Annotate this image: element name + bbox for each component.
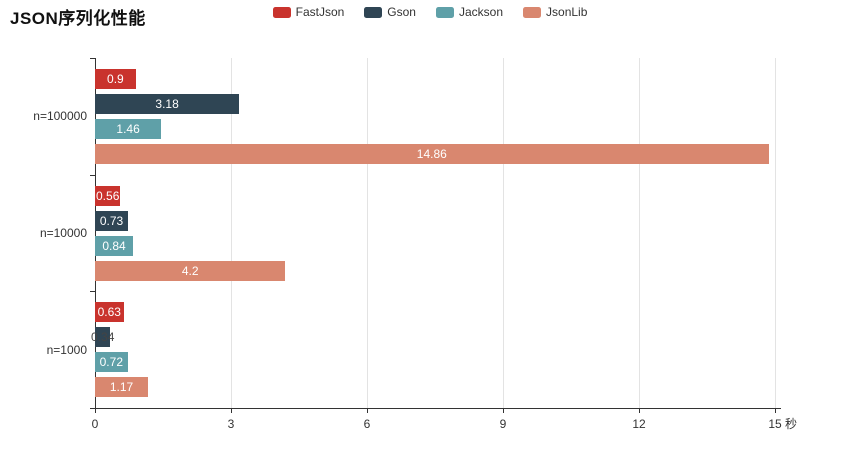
x-tick-label: 15 [768,417,782,431]
x-tick-label: 12 [632,417,646,431]
y-axis-tick [90,174,95,176]
bar-value-label: 0.72 [99,355,123,370]
bar-value-label: 0.84 [102,238,126,253]
bar-jackson [95,352,128,373]
legend-marker-fastjson [272,6,291,18]
legend-item-jackson[interactable]: Jackson [435,5,504,19]
legend: FastJson Gson Jackson JsonLib [0,5,860,19]
legend-item-jsonlib[interactable]: JsonLib [523,5,587,19]
gridline [231,58,232,408]
legend-label: Gson [387,5,416,19]
gridline [639,58,640,408]
bar-fastjson [95,68,136,89]
category-label: n=10000 [39,226,87,240]
legend-marker-jackson [435,6,454,18]
x-axis-tick [775,408,776,413]
gridline [367,58,368,408]
x-tick-label: 9 [499,417,507,431]
chart-title: JSON序列化性能 [10,9,146,28]
bar-value-label: 3.18 [155,96,179,111]
x-axis-tick [95,408,96,413]
bar-jackson [95,235,134,256]
bar-value-label: 0.63 [97,305,121,320]
x-axis-tick [639,408,640,413]
bar-value-label: 1.46 [116,121,140,136]
category-label: n=100000 [33,109,87,124]
bar-value-label: 0.56 [96,188,120,203]
y-axis-tick [90,58,95,59]
category-label: n=1000 [46,342,87,357]
x-axis-name: 秒 [785,417,798,431]
bar-jsonlib [95,260,286,281]
x-axis-tick [367,408,368,413]
gridline [775,58,776,408]
x-tick-label: 6 [363,417,371,431]
x-axis-tick [503,408,504,413]
bar-gson [95,93,240,114]
legend-item-fastjson[interactable]: FastJson [272,5,345,19]
bar-value-label: 14.86 [416,146,447,161]
y-axis-tick [90,408,95,409]
bar-gson [95,327,111,348]
legend-label: FastJson [295,5,345,19]
bar-fastjson [95,302,124,323]
bar-value-label: 0.34 [91,330,115,345]
legend-label: Jackson [458,5,504,19]
bar-gson [95,210,129,231]
bar-value-label: 1.17 [109,380,134,395]
bar-value-label: 0.73 [99,213,124,228]
bar-value-label: 0.9 [107,71,124,86]
x-axis-tick [231,408,232,413]
bar-jsonlib [95,377,149,398]
bar-jsonlib [95,143,769,164]
x-tick-label: 0 [91,417,99,431]
x-axis-line [95,408,781,409]
bar-value-label: 4.2 [181,263,199,278]
legend-marker-jsonlib [523,6,542,18]
y-axis-tick [90,291,95,293]
legend-item-gson[interactable]: Gson [364,5,416,19]
bar-fastjson [95,185,121,206]
y-axis-line [95,58,96,408]
bar-jackson [95,118,162,139]
gridline [503,58,504,408]
x-tick-label: 3 [227,417,235,431]
legend-marker-gson [364,6,383,18]
legend-label: JsonLib [546,5,588,19]
